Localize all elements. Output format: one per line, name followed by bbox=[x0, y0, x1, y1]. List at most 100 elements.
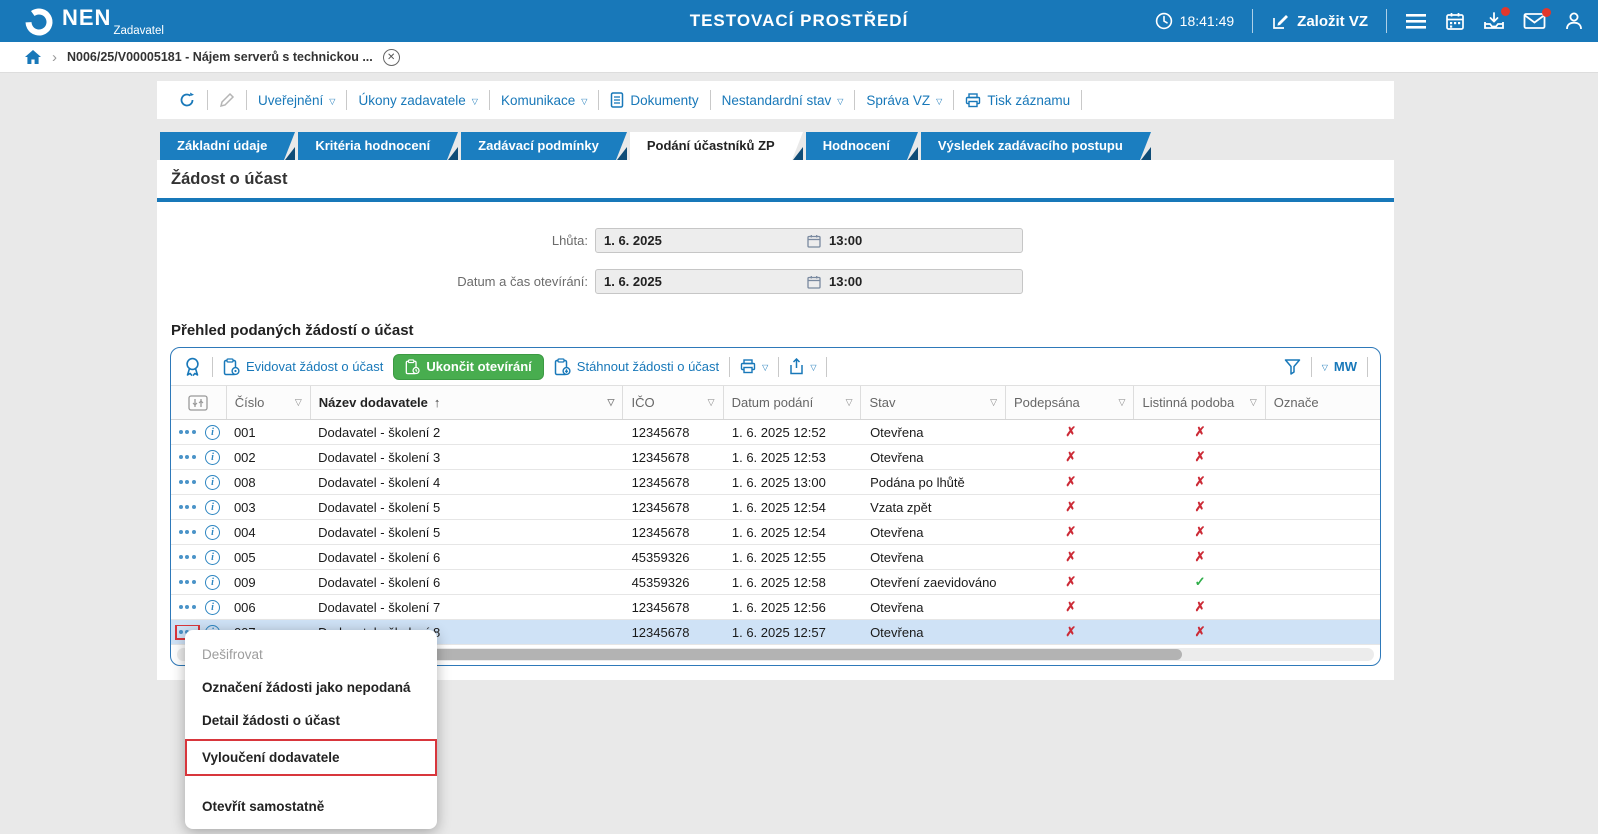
tab-kriteria-hodnoceni[interactable]: Kritéria hodnocení bbox=[298, 132, 459, 160]
info-icon[interactable]: i bbox=[204, 474, 220, 490]
table-row[interactable]: i 008 Dodavatel - školení 4 12345678 1. … bbox=[171, 470, 1380, 495]
divider bbox=[1367, 356, 1368, 377]
certificate-button[interactable] bbox=[183, 356, 202, 377]
menu-tisk-zaznamu[interactable]: Tisk záznamu bbox=[954, 93, 1081, 108]
menu-sprava-vz[interactable]: Správa VZ ▽ bbox=[855, 93, 953, 108]
view-selector[interactable]: ▽ MW bbox=[1322, 359, 1357, 374]
column-header-datum[interactable]: Datum podání ▽ bbox=[724, 386, 862, 419]
info-icon[interactable]: i bbox=[204, 449, 220, 465]
cell-nazev: Dodavatel - školení 5 bbox=[318, 499, 441, 515]
filter-button[interactable] bbox=[1284, 358, 1301, 375]
oteviranie-date-value[interactable]: 1. 6. 2025 bbox=[604, 274, 662, 289]
cell-cislo: 002 bbox=[233, 449, 256, 465]
cross-icon: ✗ bbox=[1194, 549, 1206, 564]
lhuta-field[interactable]: 1. 6. 2025 13:00 bbox=[595, 228, 1023, 253]
column-header-ico[interactable]: IČO ▽ bbox=[623, 386, 724, 419]
record-toolbar: Uveřejnění ▽ Úkony zadavatele ▽ Komunika… bbox=[157, 81, 1394, 119]
ukoncit-oteviranie-button[interactable]: Ukončit otevírání bbox=[393, 353, 544, 380]
row-menu-button[interactable] bbox=[177, 551, 198, 563]
stahnout-zadosti-button[interactable]: Stáhnout žádosti o účast bbox=[554, 357, 719, 376]
record-tabs: Základní údaje Kritéria hodnocení Zadáva… bbox=[157, 132, 1394, 160]
inbox-download-icon bbox=[1484, 12, 1504, 29]
column-label: Stav bbox=[869, 395, 896, 410]
table-row[interactable]: i 001 Dodavatel - školení 2 12345678 1. … bbox=[171, 420, 1380, 445]
ukoncit-label: Ukončit otevírání bbox=[426, 359, 532, 374]
lhuta-time-value[interactable]: 13:00 bbox=[829, 233, 863, 248]
divider bbox=[346, 90, 348, 110]
column-settings-button[interactable] bbox=[171, 386, 227, 419]
clock-icon bbox=[1155, 12, 1172, 30]
tab-zakladni-udaje[interactable]: Základní údaje bbox=[160, 132, 296, 160]
table-row[interactable]: i 004 Dodavatel - školení 5 12345678 1. … bbox=[171, 520, 1380, 545]
home-icon[interactable] bbox=[24, 49, 42, 65]
calendar-button[interactable] bbox=[1445, 11, 1465, 31]
table-row[interactable]: i 003 Dodavatel - školení 5 12345678 1. … bbox=[171, 495, 1380, 520]
menu-item-oznaceni-nepodana[interactable]: Označení žádosti jako nepodaná bbox=[202, 680, 411, 695]
column-header-cislo[interactable]: Číslo ▽ bbox=[227, 386, 311, 419]
user-profile-button[interactable] bbox=[1564, 11, 1584, 31]
filter-caret-icon[interactable]: ▽ bbox=[845, 397, 853, 407]
menu-uverejneni[interactable]: Uveřejnění ▽ bbox=[247, 93, 346, 108]
column-header-podepsana[interactable]: Podepsána ▽ bbox=[1006, 386, 1135, 419]
oteviranie-time-value[interactable]: 13:00 bbox=[829, 274, 863, 289]
table-row[interactable]: i 009 Dodavatel - školení 6 45359326 1. … bbox=[171, 570, 1380, 595]
table-row[interactable]: i 002 Dodavatel - školení 3 12345678 1. … bbox=[171, 445, 1380, 470]
breadcrumb-item[interactable]: N006/25/V00005181 - Nájem serverů s tech… bbox=[67, 50, 373, 64]
row-menu-button[interactable] bbox=[177, 426, 198, 438]
info-icon[interactable]: i bbox=[204, 599, 220, 615]
info-icon[interactable]: i bbox=[204, 549, 220, 565]
tab-zadavaci-podminky[interactable]: Zadávací podmínky bbox=[461, 132, 627, 160]
cell-ico: 45359326 bbox=[631, 549, 690, 565]
menu-item-otevrit-samostatne[interactable]: Otevřít samostatně bbox=[202, 799, 325, 814]
tab-hodnoceni[interactable]: Hodnocení bbox=[805, 132, 919, 160]
table-row[interactable]: i 006 Dodavatel - školení 7 12345678 1. … bbox=[171, 595, 1380, 620]
scrollbar-thumb[interactable] bbox=[320, 649, 1183, 660]
menu-item-vylouceni-dodavatele[interactable]: Vyloučení dodavatele bbox=[185, 739, 437, 776]
messages-button[interactable] bbox=[1523, 8, 1551, 30]
column-header-nazev[interactable]: Název dodavatele ↑ ▽ bbox=[311, 386, 624, 419]
printer-icon bbox=[740, 359, 756, 374]
column-header-oznacena[interactable]: Označe bbox=[1266, 386, 1380, 419]
menu-ukony-zadavatele[interactable]: Úkony zadavatele ▽ bbox=[347, 93, 488, 108]
refresh-button[interactable] bbox=[167, 91, 207, 109]
menu-komunikace[interactable]: Komunikace ▽ bbox=[490, 93, 598, 108]
section-title: Žádost o účast bbox=[171, 170, 288, 188]
nen-ring-icon bbox=[25, 8, 53, 36]
row-menu-button[interactable] bbox=[177, 476, 198, 488]
tab-podani-ucastniku-zp[interactable]: Podání účastníků ZP bbox=[629, 132, 803, 160]
info-icon[interactable]: i bbox=[204, 499, 220, 515]
row-menu-button[interactable] bbox=[177, 451, 198, 463]
filter-caret-icon[interactable]: ▽ bbox=[990, 397, 997, 407]
main-menu-button[interactable] bbox=[1405, 12, 1427, 30]
filter-caret-icon[interactable]: ▽ bbox=[1249, 397, 1257, 407]
menu-item-detail-zadosti[interactable]: Detail žádosti o účast bbox=[202, 713, 341, 728]
info-icon[interactable]: i bbox=[204, 524, 220, 540]
print-grid-button[interactable]: ▽ bbox=[740, 359, 768, 374]
row-menu-button[interactable] bbox=[177, 526, 198, 538]
row-menu-button[interactable] bbox=[177, 501, 198, 513]
calendar-icon[interactable] bbox=[807, 234, 821, 248]
evidovat-zadost-button[interactable]: Evidovat žádost o účast bbox=[223, 357, 383, 376]
oteviranie-field[interactable]: 1. 6. 2025 13:00 bbox=[595, 269, 1023, 294]
column-header-stav[interactable]: Stav ▽ bbox=[861, 386, 1006, 419]
row-menu-button[interactable] bbox=[177, 601, 198, 613]
export-grid-button[interactable]: ▽ bbox=[789, 358, 816, 375]
close-record-icon[interactable]: ✕ bbox=[382, 48, 400, 66]
info-icon[interactable]: i bbox=[204, 574, 220, 590]
info-icon[interactable]: i bbox=[204, 424, 220, 440]
zalozit-vz-button[interactable]: Založit VZ bbox=[1271, 12, 1368, 31]
filter-caret-icon[interactable]: ▽ bbox=[1118, 397, 1126, 407]
filter-caret-icon[interactable]: ▽ bbox=[607, 397, 615, 407]
filter-caret-icon[interactable]: ▽ bbox=[707, 397, 715, 407]
row-menu-button[interactable] bbox=[177, 576, 198, 588]
column-header-listinna[interactable]: Listinná podoba ▽ bbox=[1134, 386, 1266, 419]
calendar-icon[interactable] bbox=[807, 275, 821, 289]
tab-vysledek[interactable]: Výsledek zadávacího postupu bbox=[920, 132, 1151, 160]
lhuta-date-value[interactable]: 1. 6. 2025 bbox=[604, 233, 662, 248]
inbox-button[interactable] bbox=[1483, 7, 1510, 31]
menu-nestandardni-stav[interactable]: Nestandardní stav ▽ bbox=[711, 93, 855, 108]
filter-caret-icon[interactable]: ▽ bbox=[294, 397, 302, 407]
menu-dokumenty[interactable]: Dokumenty bbox=[599, 92, 709, 108]
cell-ico: 12345678 bbox=[631, 474, 690, 490]
table-row[interactable]: i 005 Dodavatel - školení 6 45359326 1. … bbox=[171, 545, 1380, 570]
